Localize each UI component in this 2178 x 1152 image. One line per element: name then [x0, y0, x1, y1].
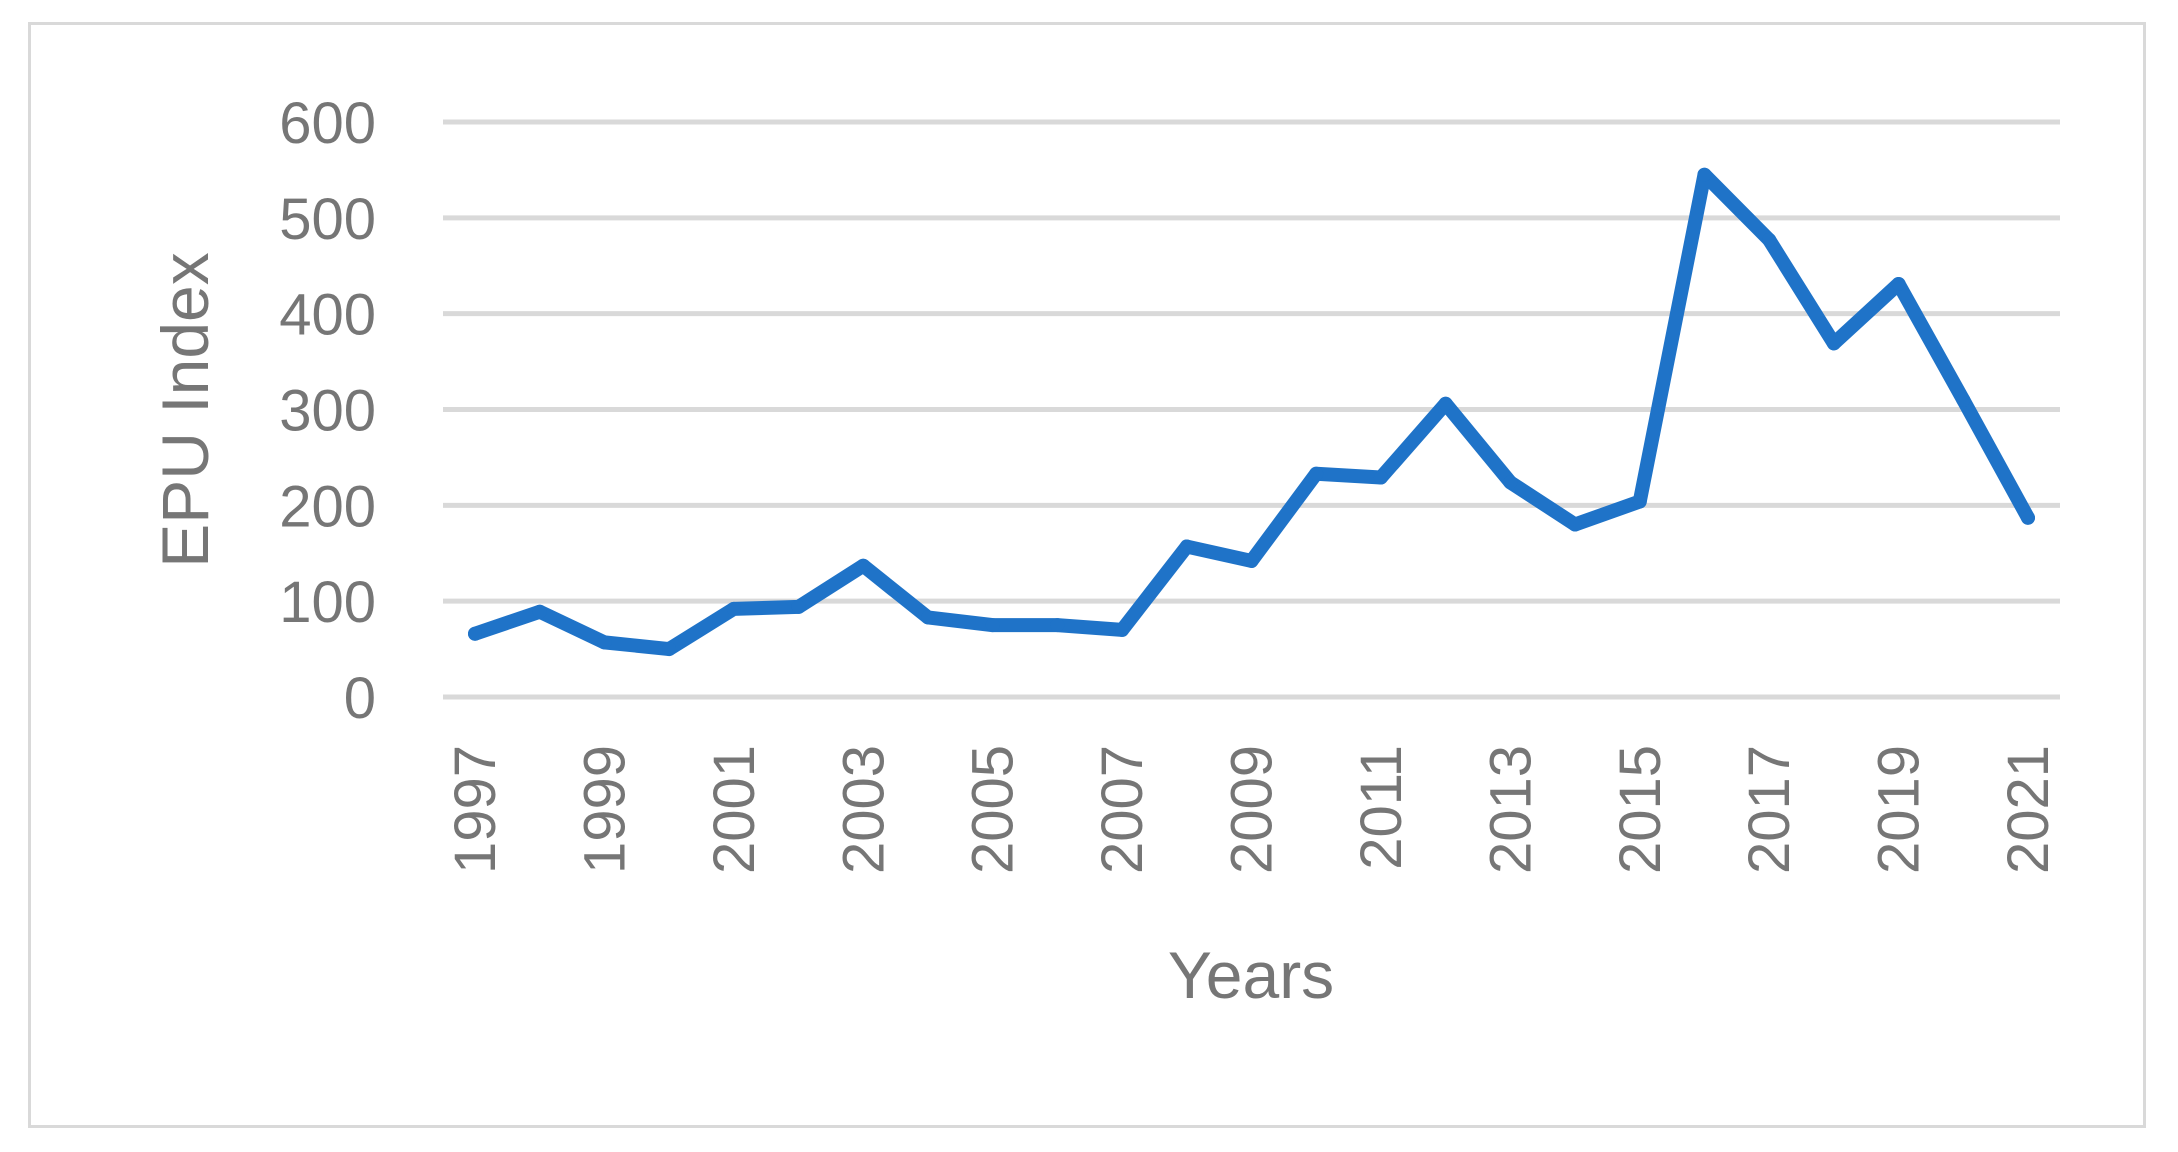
x-tick-label: 1997 — [443, 745, 508, 874]
data-point — [1373, 470, 1388, 485]
data-point — [985, 618, 1000, 633]
data-point — [1826, 336, 1841, 351]
x-axis-title: Years — [1168, 938, 1334, 1012]
data-point — [1956, 392, 1971, 407]
y-tick-label: 100 — [279, 570, 376, 635]
x-axis-ticks: 1997 1999 2001 2003 2005 2007 2009 2011 2013 2015… — [443, 745, 2061, 874]
data-point — [1438, 396, 1453, 411]
y-axis-ticks: 0 100 200 300 400 500 600 — [279, 91, 376, 731]
data-point — [1179, 539, 1194, 554]
data-point — [532, 604, 547, 619]
data-point — [726, 601, 741, 616]
x-tick-label: 2013 — [1478, 745, 1543, 874]
x-tick-label: 2003 — [831, 745, 896, 874]
series-layer — [468, 167, 2035, 657]
y-tick-label: 400 — [279, 283, 376, 348]
x-tick-label: 2019 — [1867, 745, 1932, 874]
x-tick-label: 2001 — [702, 745, 767, 874]
x-tick-label: 2007 — [1090, 745, 1155, 874]
data-point — [920, 610, 935, 625]
gridlines — [443, 119, 2060, 700]
y-axis-title: EPU Index — [148, 252, 222, 568]
y-tick-label: 200 — [279, 474, 376, 539]
x-tick-label: 2015 — [1608, 745, 1673, 874]
y-tick-label: 500 — [279, 187, 376, 252]
data-point — [1244, 553, 1259, 568]
data-point — [1697, 167, 1712, 182]
data-point — [1503, 475, 1518, 490]
y-tick-label: 0 — [344, 666, 376, 731]
data-point — [662, 642, 677, 657]
data-point — [2021, 510, 2035, 525]
data-point — [791, 599, 806, 614]
data-point — [468, 626, 482, 641]
data-point — [597, 635, 612, 650]
chart-frame — [28, 22, 2146, 1128]
x-tick-label: 2021 — [1996, 745, 2061, 874]
x-tick-label: 2005 — [961, 745, 1026, 874]
data-point — [1115, 622, 1130, 637]
data-point — [1891, 276, 1906, 291]
y-tick-label: 600 — [279, 91, 376, 156]
data-point — [1568, 517, 1583, 532]
y-tick-label: 300 — [279, 379, 376, 444]
data-point — [856, 558, 871, 573]
data-point — [1309, 466, 1324, 481]
x-tick-label: 1999 — [572, 745, 637, 874]
x-tick-label: 2017 — [1737, 745, 1802, 874]
data-point — [1050, 618, 1065, 633]
x-tick-label: 2011 — [1349, 745, 1414, 870]
x-tick-label: 2009 — [1220, 745, 1285, 874]
data-point — [1762, 232, 1777, 247]
data-point — [1632, 494, 1647, 509]
